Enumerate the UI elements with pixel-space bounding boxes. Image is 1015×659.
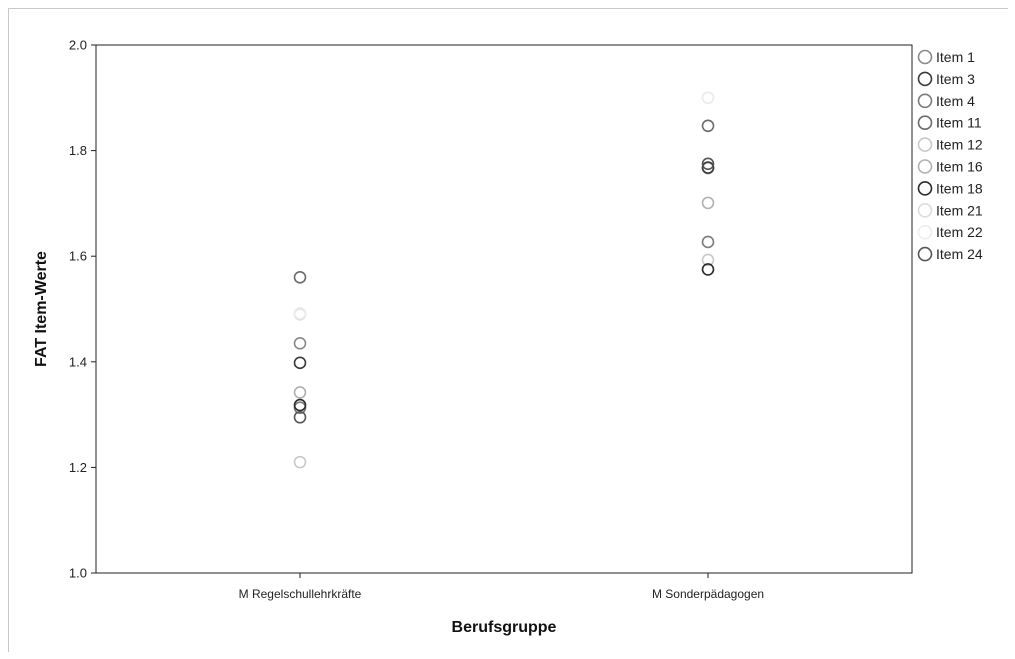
x-tick-label: M Sonderpädagogen bbox=[652, 587, 764, 601]
data-point bbox=[701, 119, 715, 133]
y-tick-label: 1.2 bbox=[69, 460, 87, 475]
data-point bbox=[701, 161, 715, 174]
y-tick-label: 1.6 bbox=[69, 249, 87, 264]
data-point bbox=[293, 410, 307, 424]
data-point bbox=[701, 91, 715, 105]
data-point bbox=[293, 398, 307, 412]
legend-marker bbox=[917, 71, 933, 87]
data-point bbox=[293, 271, 307, 284]
legend-label: Item 18 bbox=[936, 180, 983, 196]
legend-marker bbox=[917, 93, 933, 109]
legend-marker bbox=[917, 203, 933, 218]
legend-label: Item 3 bbox=[936, 71, 975, 87]
legend: Item 1 Item 3 Item 4 Item 11 Item 12 Item 16 I… bbox=[917, 49, 983, 262]
legend-label: Item 24 bbox=[936, 246, 983, 262]
y-tick-label: 2.0 bbox=[69, 38, 87, 53]
legend-label: Item 21 bbox=[936, 202, 983, 218]
data-point bbox=[701, 253, 715, 267]
x-axis-title: Berufsgruppe bbox=[452, 619, 557, 636]
chart-frame bbox=[8, 8, 1008, 652]
data-point bbox=[701, 263, 715, 276]
data-point bbox=[293, 356, 307, 370]
legend-marker bbox=[917, 181, 933, 196]
data-point bbox=[701, 196, 715, 210]
legend-marker bbox=[917, 137, 933, 152]
y-tick-label: 1.0 bbox=[69, 566, 87, 581]
data-point bbox=[293, 386, 307, 399]
legend-label: Item 4 bbox=[936, 93, 975, 109]
data-point bbox=[293, 306, 307, 320]
x-tick-label: M Regelschullehrkräfte bbox=[239, 587, 362, 601]
y-tick-label: 1.8 bbox=[69, 143, 87, 158]
y-axis-title: FAT Item-Werte bbox=[33, 251, 50, 367]
legend-marker bbox=[917, 115, 933, 130]
legend-marker bbox=[917, 49, 933, 65]
data-points bbox=[293, 91, 715, 469]
legend-marker bbox=[917, 224, 933, 240]
data-point bbox=[701, 235, 715, 249]
legend-label: Item 11 bbox=[936, 115, 982, 131]
x-axis: M Regelschullehrkräfte M Sonderpädagogen bbox=[239, 573, 764, 601]
data-point bbox=[293, 337, 307, 350]
data-point bbox=[293, 455, 307, 469]
data-point bbox=[701, 157, 715, 171]
plot-area bbox=[95, 44, 913, 574]
legend-label: Item 1 bbox=[936, 49, 975, 65]
y-tick-label: 1.4 bbox=[69, 354, 87, 369]
legend-marker bbox=[917, 159, 933, 174]
legend-marker bbox=[917, 246, 933, 262]
legend-label: Item 22 bbox=[936, 224, 983, 240]
legend-label: Item 16 bbox=[936, 159, 983, 175]
legend-label: Item 12 bbox=[936, 137, 983, 153]
y-axis: 1.0 1.2 1.4 1.6 1.8 2.0 bbox=[69, 38, 96, 581]
